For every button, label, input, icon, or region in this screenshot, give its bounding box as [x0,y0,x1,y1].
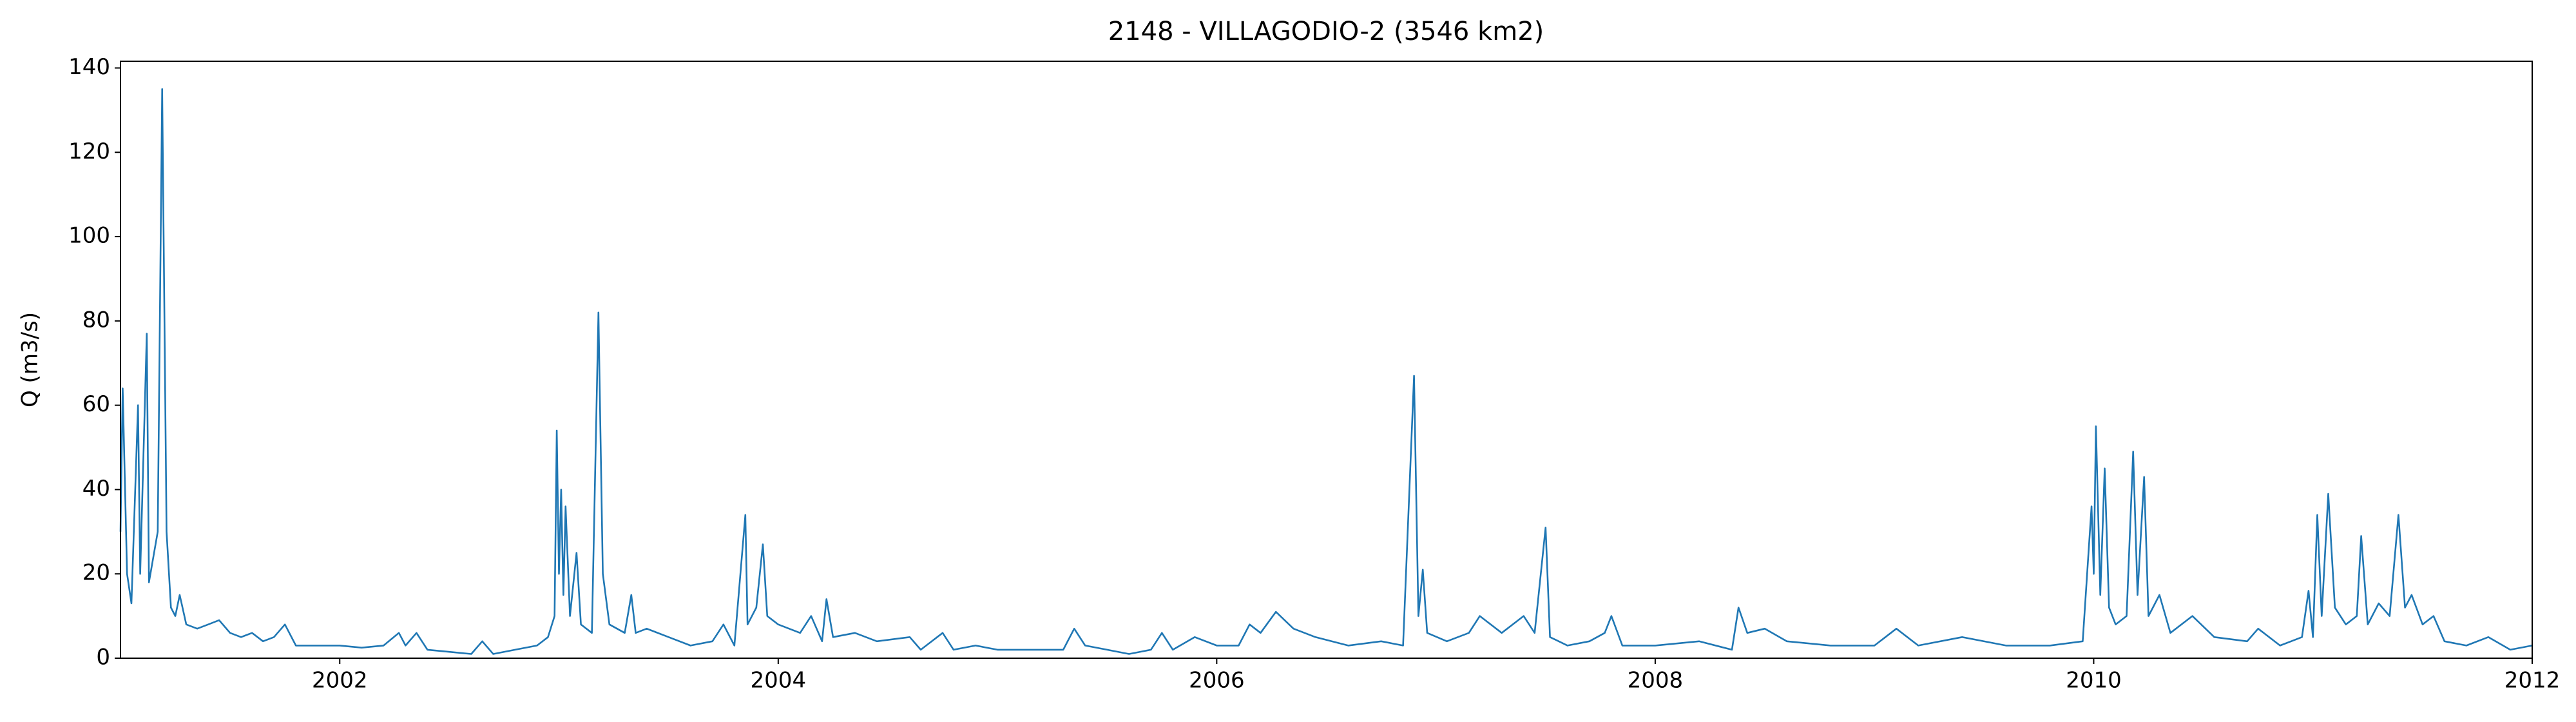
y-tick-label: 80 [82,307,110,333]
x-tick-label: 2004 [751,668,807,694]
x-tick-label: 2008 [1628,668,1684,694]
plot-frame [120,61,2533,659]
y-tick-label: 120 [68,139,110,164]
y-tick-label: 20 [82,560,110,586]
y-tick-label: 40 [82,476,110,502]
y-tick-label: 140 [68,54,110,80]
y-axis-label: Q (m3/s) [17,312,43,407]
x-tick-label: 2010 [2066,668,2122,694]
series-line [119,88,2533,655]
x-tick-label: 2006 [1189,668,1245,694]
y-tick-label: 60 [82,391,110,417]
y-tick-label: 100 [68,223,110,249]
x-tick-label: 2012 [2504,668,2561,694]
x-tick-label: 2002 [312,668,368,694]
y-tick-label: 0 [96,645,110,670]
chart-title: 2148 - VILLAGODIO-2 (3546 km2) [1108,17,1544,46]
